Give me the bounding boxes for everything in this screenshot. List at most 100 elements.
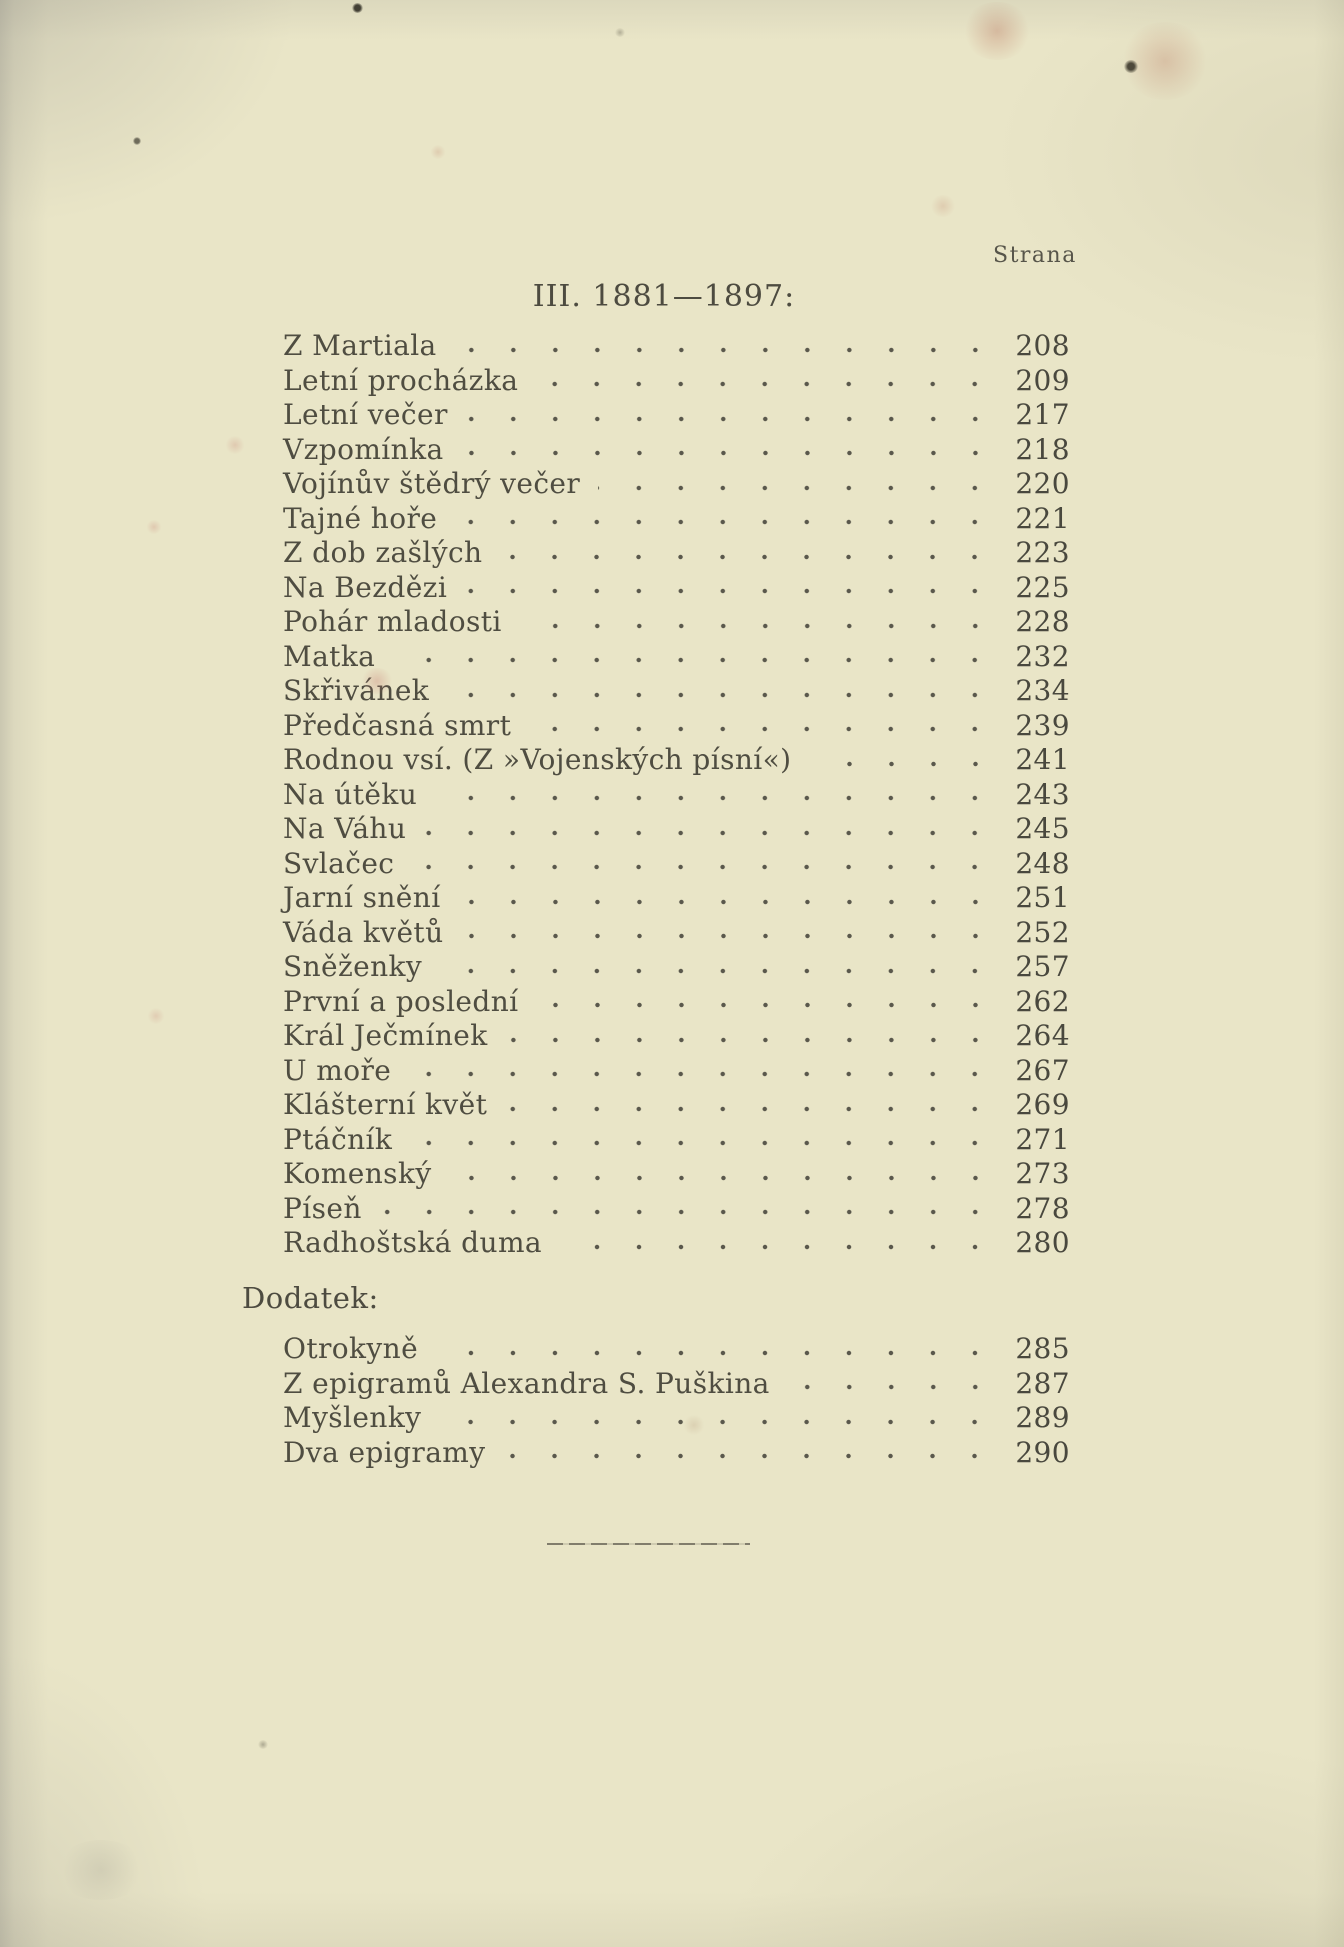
entry-page-number: 262 (1015, 984, 1070, 1018)
dot-leader (536, 984, 996, 1019)
paper-stain (133, 137, 141, 145)
toc-entry: Na Bezdězi 225 (283, 570, 1070, 605)
paper-stain (1124, 60, 1138, 73)
toc-entry: Vojínův štědrý večer 220 (283, 467, 1070, 502)
entry-page-number: 290 (1015, 1435, 1070, 1469)
entry-page-number: 267 (1015, 1053, 1070, 1087)
dot-leader (409, 1053, 996, 1088)
toc-entry: U moře 267 (283, 1053, 1070, 1088)
toc-section-iii: Z Martiala 208 Letní procházka 209 Letní več… (283, 329, 1070, 1261)
paper-stain (225, 436, 245, 454)
entry-page-number: 252 (1015, 915, 1070, 949)
entry-title: Na Bezdězi (283, 570, 448, 604)
dot-leader (440, 950, 996, 985)
toc-entry: Matka 232 (283, 639, 1070, 674)
dot-leader (461, 432, 996, 467)
toc-entry: Skřivánek 234 (283, 674, 1070, 709)
entry-page-number: 225 (1015, 570, 1070, 604)
entry-title: Váda květů (283, 915, 444, 949)
toc-entry: Svlačec 248 (283, 846, 1070, 881)
entry-title: Klášterní květ (283, 1088, 488, 1121)
dot-leader (505, 1088, 996, 1123)
entry-page-number: 278 (1015, 1191, 1070, 1225)
entry-page-number: 221 (1015, 501, 1070, 535)
entry-page-number: 243 (1015, 777, 1070, 811)
entry-title: Jarní snění (283, 881, 441, 914)
paper-stain (962, 2, 1032, 60)
dot-leader (465, 570, 996, 605)
toc-entry: Jarní snění 251 (283, 881, 1070, 916)
toc-entry: Komenský 273 (283, 1157, 1070, 1192)
entry-page-number: 232 (1015, 639, 1070, 673)
entry-title: Vojínův štědrý večer (283, 467, 581, 500)
dot-leader (435, 777, 996, 812)
entry-page-number: 228 (1015, 605, 1070, 638)
entry-page-number: 280 (1015, 1226, 1070, 1259)
entry-title: Ptáčník (283, 1122, 393, 1156)
toc-entry: Myšlenky 289 (283, 1401, 1070, 1436)
dot-leader (454, 329, 996, 364)
entry-title: Letní procházka (283, 363, 519, 397)
dot-leader (536, 363, 996, 398)
toc-entry: Král Ječmínek 264 (283, 1019, 1070, 1054)
entry-title: Myšlenky (283, 1401, 422, 1434)
paper-stain (352, 3, 363, 13)
dot-leader (559, 1226, 996, 1261)
paper-stain (930, 195, 956, 217)
divider-rule (547, 1543, 750, 1545)
toc-entry: První a poslední 262 (283, 984, 1070, 1019)
toc-entry: Letní procházka 209 (283, 363, 1070, 398)
paper-stain (430, 145, 446, 159)
paper-stain (1120, 22, 1210, 100)
dot-leader (809, 743, 996, 778)
dot-leader (436, 1332, 996, 1367)
toc-entry: Píseň 278 (283, 1191, 1070, 1226)
entry-title: Král Ječmínek (283, 1019, 488, 1052)
entry-page-number: 241 (1015, 743, 1070, 776)
entry-page-number: 273 (1015, 1157, 1070, 1190)
entry-page-number: 245 (1015, 812, 1070, 845)
entry-page-number: 239 (1015, 708, 1070, 742)
dot-leader (458, 881, 996, 916)
paper-stain (56, 1840, 146, 1900)
entry-page-number: 285 (1015, 1332, 1070, 1365)
entry-page-number: 209 (1015, 363, 1070, 397)
entry-page-number: 220 (1015, 467, 1070, 500)
entry-title: Dva epigramy (283, 1435, 486, 1469)
entry-title: Radhoštská duma (283, 1226, 542, 1259)
dot-leader (503, 1435, 996, 1470)
toc-appendix: Otrokyně 285 Z epigramů Alexandra S. Puški… (283, 1332, 1070, 1470)
toc-entry: Klášterní květ 269 (283, 1088, 1070, 1123)
section-heading: III. 1881—1897: (532, 279, 796, 314)
entry-title: Pohár mladosti (283, 605, 502, 638)
dot-leader (529, 708, 996, 743)
entry-title: První a poslední (283, 984, 519, 1018)
entry-page-number: 234 (1015, 674, 1070, 707)
toc-entry: Rodnou vsí. (Z »Vojenských písní«) 241 (283, 743, 1070, 778)
entry-title: Vzpomínka (283, 432, 444, 466)
entry-title: Z dob zašlých (283, 536, 483, 569)
entry-page-number: 248 (1015, 846, 1070, 880)
dot-leader (412, 846, 996, 881)
toc-entry: Vzpomínka 218 (283, 432, 1070, 467)
entry-title: Komenský (283, 1157, 432, 1190)
dot-leader (393, 639, 996, 674)
dot-leader (505, 1019, 996, 1054)
paper-stain (615, 28, 625, 37)
entry-title: Na útěku (283, 777, 418, 811)
entry-title: Z epigramů Alexandra S. Puškina (283, 1366, 770, 1400)
entry-title: Z Martiala (283, 329, 437, 362)
entry-title: U moře (283, 1053, 392, 1087)
dot-leader (455, 501, 996, 536)
dot-leader (465, 398, 996, 433)
toc-entry: Radhoštská duma 280 (283, 1226, 1070, 1261)
entry-page-number: 271 (1015, 1122, 1070, 1156)
entry-page-number: 223 (1015, 536, 1070, 569)
dot-leader (424, 812, 996, 847)
toc-entry: Na útěku 243 (283, 777, 1070, 812)
entry-title: Matka (283, 639, 376, 673)
toc-entry: Ptáčník 271 (283, 1122, 1070, 1157)
dot-leader (439, 1401, 996, 1436)
entry-page-number: 208 (1015, 329, 1070, 362)
